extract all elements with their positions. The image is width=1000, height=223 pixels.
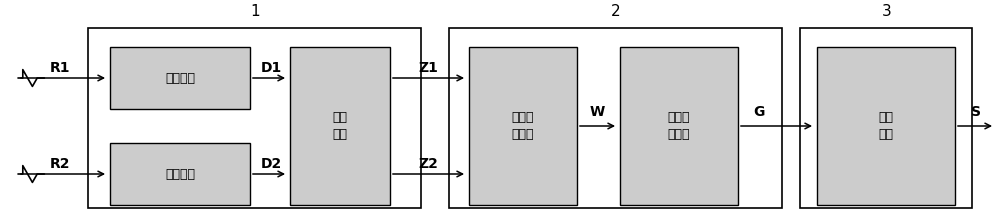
Text: 峰值
探测: 峰值 探测	[879, 111, 894, 141]
Bar	[110, 143, 250, 205]
Bar	[620, 47, 738, 205]
Text: R1: R1	[50, 61, 70, 75]
Text: 小波降噪: 小波降噪	[165, 167, 195, 180]
Text: D2: D2	[260, 157, 282, 171]
Bar	[469, 47, 577, 205]
Text: 1: 1	[250, 4, 260, 19]
Text: Z1: Z1	[418, 61, 438, 75]
Text: D1: D1	[260, 61, 282, 75]
Bar	[290, 47, 390, 205]
Text: 小波降噪: 小波降噪	[165, 72, 195, 85]
Text: 数据
置零: 数据 置零	[332, 111, 348, 141]
Text: 3: 3	[882, 4, 892, 19]
Text: R2: R2	[50, 157, 70, 171]
Bar	[88, 28, 421, 208]
Text: W: W	[589, 105, 605, 119]
Text: G: G	[753, 105, 765, 119]
Bar	[449, 28, 782, 208]
Text: Z2: Z2	[418, 157, 438, 171]
Text: 2: 2	[611, 4, 621, 19]
Text: S: S	[971, 105, 981, 119]
Bar	[817, 47, 955, 205]
Text: 高斯曲
线拟合: 高斯曲 线拟合	[668, 111, 690, 141]
Bar	[800, 28, 972, 208]
Bar	[110, 47, 250, 109]
Text: 小波域
互相关: 小波域 互相关	[512, 111, 534, 141]
